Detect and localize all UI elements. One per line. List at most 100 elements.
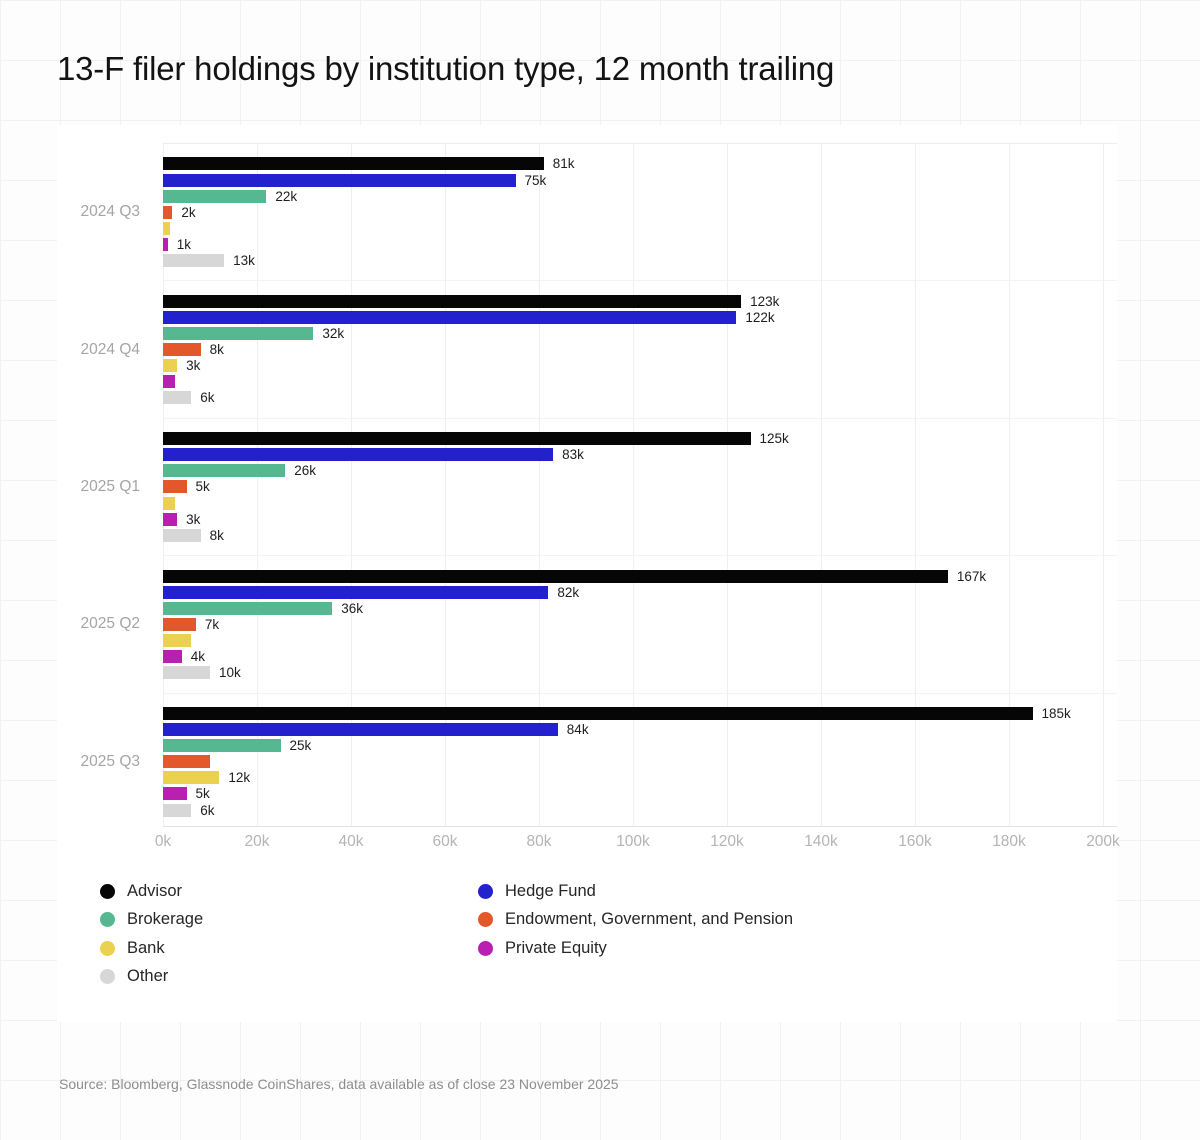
other-bar [163, 666, 210, 680]
endowment-government-and-pension-bar [163, 617, 196, 631]
legend-label: Brokerage [127, 910, 204, 929]
x-tick-label: 80k [526, 833, 552, 850]
bar-group-2025-q1: 2025 Q1 125k 83k 26k 5k 3k 8k [81, 417, 1117, 555]
bar-group-2024-q4: 2024 Q4 123k 122k 32k 8k 3k 6k [81, 280, 1117, 417]
bar-row: 84k [163, 722, 1117, 738]
legend-dot-icon [478, 940, 493, 956]
bar-row: 5k [163, 479, 1117, 495]
bar-row: 185k [163, 705, 1117, 721]
endowment-government-and-pension-bar [163, 343, 201, 357]
bar-value-label: 22k [275, 188, 298, 204]
endowment-government-and-pension-bar [163, 480, 187, 494]
hedge-fund-bar [163, 173, 516, 187]
chart-card: 2024 Q3 81k 75k 22k 2k 1k 13k 2024 Q4 123k 122k 32… [57, 125, 1120, 1022]
category-label: 2024 Q4 [80, 340, 140, 358]
advisor-bar [163, 432, 751, 446]
bar-row: 6k [163, 802, 1117, 818]
other-bar [163, 803, 192, 817]
x-tick-label: 60k [432, 833, 458, 850]
bar-row [163, 754, 1117, 770]
bank-bar [163, 359, 178, 373]
bar-value-label: 122k [745, 309, 775, 325]
bar-row [163, 495, 1117, 511]
bar-value-label: 12k [228, 770, 251, 786]
bar-row: 1k [163, 236, 1117, 252]
bar-row: 7k [163, 616, 1117, 632]
legend-item-private-equity: Private Equity [478, 934, 793, 963]
bar-value-label: 185k [1041, 705, 1071, 721]
category-label: 2025 Q1 [80, 477, 140, 495]
bar-row: 13k [163, 252, 1117, 268]
bar-value-label: 75k [524, 172, 547, 188]
category-label: 2024 Q3 [80, 203, 140, 221]
private-equity-bar [163, 787, 187, 801]
legend-column: Hedge Fund Endowment, Government, and Pen… [478, 877, 793, 963]
bar-value-label: 3k [186, 358, 201, 374]
bar-row: 81k [163, 156, 1117, 172]
bar-row: 12k [163, 770, 1117, 786]
legend-item-endowment-government-and-pension: Endowment, Government, and Pension [478, 906, 793, 935]
bar-value-label: 84k [566, 722, 589, 738]
legend-label: Advisor [127, 881, 183, 900]
bar-row: 22k [163, 188, 1117, 204]
bank-bar [163, 496, 175, 510]
gridline-200k [1103, 144, 1104, 826]
bar-value-label: 13k [233, 252, 255, 268]
gridline-80k [539, 144, 540, 826]
legend-label: Other [127, 967, 169, 986]
bar-row: 8k [163, 342, 1117, 358]
plot-area: 2024 Q3 81k 75k 22k 2k 1k 13k 2024 Q4 123k 122k 32… [81, 143, 1120, 850]
legend-label: Bank [127, 938, 165, 957]
legend-dot-icon [100, 940, 115, 956]
private-equity-bar [163, 512, 178, 526]
legend-label: Hedge Fund [505, 881, 596, 900]
bar-row: 123k [163, 293, 1117, 309]
brokerage-bar [163, 189, 267, 203]
bar-value-label: 10k [219, 665, 241, 681]
category-label: 2025 Q3 [80, 752, 140, 770]
bar-row [163, 374, 1117, 390]
bar-value-label: 4k [190, 649, 206, 665]
other-bar [163, 391, 192, 405]
gridline-40k [351, 144, 352, 826]
private-equity-bar [163, 375, 175, 389]
bar-value-label: 5k [195, 479, 210, 495]
x-tick-label: 140k [804, 833, 838, 850]
bar-value-label: 5k [195, 786, 210, 802]
x-tick-label: 40k [338, 833, 364, 850]
bar-value-label: 6k [200, 802, 215, 818]
bar-groups: 2024 Q3 81k 75k 22k 2k 1k 13k 2024 Q4 123k 122k 32… [81, 144, 1117, 830]
advisor-bar [163, 157, 544, 171]
advisor-bar [163, 569, 948, 583]
bar-row: 125k [163, 431, 1117, 447]
bar-group-2024-q3: 2024 Q3 81k 75k 22k 2k 1k 13k [81, 144, 1117, 280]
other-bar [163, 528, 201, 542]
bar-row: 10k [163, 665, 1117, 681]
advisor-bar [163, 294, 742, 308]
bank-bar [163, 221, 171, 235]
x-tick-label: 180k [992, 833, 1026, 850]
x-tick-label: 120k [710, 833, 744, 850]
gridline-120k [727, 144, 728, 826]
gridline-180k [1009, 144, 1010, 826]
bar-value-label: 36k [341, 600, 363, 616]
bar-row: 8k [163, 527, 1117, 543]
bar-value-label: 3k [186, 511, 201, 527]
legend-item-other: Other [100, 963, 203, 992]
hedge-fund-bar [163, 585, 549, 599]
brokerage-bar [163, 326, 314, 340]
bar-value-label: 6k [200, 390, 215, 406]
bar-row: 6k [163, 390, 1117, 406]
bar-row: 75k [163, 172, 1117, 188]
endowment-government-and-pension-bar [163, 205, 173, 219]
other-bar [163, 253, 225, 267]
gridline-140k [821, 144, 822, 826]
endowment-government-and-pension-bar [163, 755, 210, 769]
bar-value-label: 25k [289, 738, 312, 754]
bar-row: 167k [163, 568, 1117, 584]
bar-value-label: 83k [562, 447, 584, 463]
bar-value-label: 167k [956, 568, 987, 584]
bar-value-label: 7k [204, 616, 220, 632]
hedge-fund-bar [163, 723, 558, 737]
bar-row: 26k [163, 463, 1117, 479]
